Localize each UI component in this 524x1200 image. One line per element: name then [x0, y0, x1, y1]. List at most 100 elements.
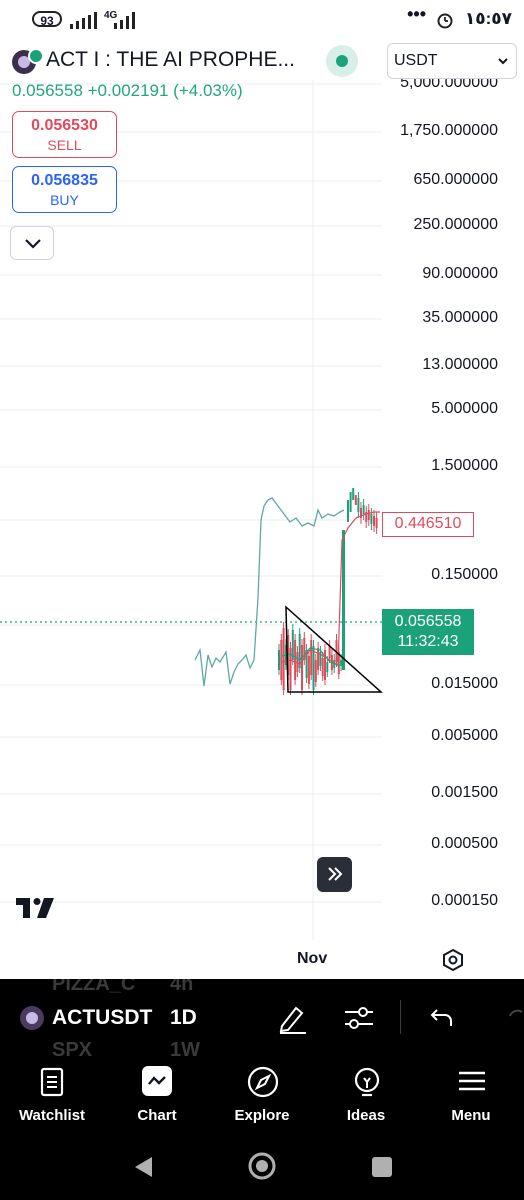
symbol-picker[interactable]: ACTUSDT — [52, 1006, 153, 1029]
interval-picker[interactable]: 1D — [170, 1006, 197, 1029]
candle-body — [347, 500, 349, 522]
price-change: 0.056558 +0.002191 (+4.03%) — [12, 81, 243, 100]
bottom-nav: Watchlist Chart Explore Ideas Menu — [0, 1057, 524, 1135]
y-axis-tick-label: 0.000500 — [431, 835, 498, 852]
candle-body — [375, 518, 378, 528]
candle-body — [357, 498, 360, 512]
scroll-to-realtime-button[interactable] — [317, 857, 352, 892]
ghost-interval-top: 4h — [170, 979, 194, 995]
y-axis-tick-label: 0.015000 — [431, 675, 498, 692]
redo-icon[interactable] — [500, 1006, 524, 1030]
candle-body — [321, 658, 324, 676]
system-nav-bar — [0, 1135, 524, 1200]
candle-body — [282, 628, 285, 690]
last-price-value: 0.056558 — [394, 613, 462, 630]
nav-label: Menu — [451, 1107, 491, 1124]
triangle-drawing — [285, 605, 383, 693]
candle-body — [289, 648, 292, 690]
chart-toolbar: PIZZA_C 4h SPX 1W — [0, 979, 524, 1057]
signal-icon — [70, 12, 135, 29]
market-status-indicator[interactable] — [326, 45, 358, 77]
compass-icon — [247, 1066, 279, 1098]
candle-body — [342, 530, 345, 670]
buy-button[interactable]: 0.056835 BUY — [12, 166, 117, 213]
y-axis-tick-label: 1,750.000000 — [400, 122, 498, 139]
candle-body — [337, 652, 340, 674]
moving-average-line — [281, 647, 341, 667]
candle-body — [354, 495, 357, 505]
lightbulb-icon — [354, 1067, 380, 1097]
candle-body — [310, 640, 313, 675]
candle-body — [349, 492, 352, 512]
price-chart[interactable] — [0, 0, 524, 980]
y-axis-tick-label: 5.000000 — [431, 400, 498, 417]
sell-label: SELL — [47, 137, 82, 153]
currency-value: USDT — [394, 52, 438, 69]
sell-button[interactable]: 0.056530 SELL — [12, 111, 117, 158]
candle-body — [373, 516, 375, 526]
sell-price: 0.056530 — [31, 117, 98, 134]
undo-icon[interactable] — [429, 1006, 455, 1030]
y-axis-tick-label: 90.000000 — [422, 265, 498, 282]
chevron-down-icon — [498, 58, 508, 65]
comparison-series-line — [194, 497, 345, 687]
status-bar: 93 4G ••• ١٥:٥٧ — [0, 0, 524, 38]
battery-icon: 93 — [32, 11, 62, 28]
candle-body — [319, 652, 322, 666]
y-axis-tick-label: 0.005000 — [431, 727, 498, 744]
nav-label: Watchlist — [18, 1107, 86, 1124]
candle-body — [303, 638, 306, 660]
back-icon[interactable] — [132, 1155, 154, 1179]
candle-body — [278, 650, 280, 670]
candle-body — [307, 656, 310, 684]
nav-label: Explore — [234, 1107, 290, 1124]
compare-price-tag: 0.446510 — [382, 512, 474, 537]
bar-countdown: 11:32:43 — [397, 633, 459, 650]
watchlist-icon — [40, 1067, 64, 1097]
candle-body — [291, 630, 294, 660]
symbol-avatar — [20, 1006, 44, 1030]
home-icon[interactable] — [247, 1151, 277, 1181]
candle-body — [294, 640, 297, 680]
candle-body — [314, 660, 317, 682]
recents-icon[interactable] — [371, 1156, 393, 1178]
expand-legend-button[interactable] — [10, 226, 54, 260]
candle-body — [301, 645, 303, 690]
buy-label: BUY — [50, 192, 79, 208]
nav-label: Chart — [137, 1107, 177, 1124]
candle-body — [296, 652, 299, 672]
ghost-interval-bottom: 1W — [170, 1039, 200, 1057]
exchange-badge-icon — [28, 48, 44, 64]
ghost-symbol-top: PIZZA_C — [52, 979, 136, 995]
moving-average-line — [281, 511, 380, 667]
candle-body — [298, 634, 301, 668]
candle-body — [340, 660, 343, 666]
candle-body — [352, 488, 355, 500]
y-axis-tick-label: 35.000000 — [422, 309, 498, 326]
toolbar-divider — [400, 1000, 401, 1034]
candle-body — [280, 640, 283, 680]
symbol-title[interactable]: ACT I : THE AI PROPHE... — [46, 48, 295, 71]
network-type: 4G — [104, 10, 118, 21]
tradingview-logo — [16, 898, 54, 918]
indicators-icon[interactable] — [343, 1003, 375, 1033]
menu-icon — [459, 1071, 485, 1091]
drawing-tools-icon[interactable] — [276, 1002, 308, 1034]
x-axis-label: Nov — [297, 950, 328, 967]
candle-body — [360, 508, 362, 518]
nav-menu[interactable]: Menu — [419, 1057, 523, 1135]
chart-settings-icon[interactable] — [441, 948, 465, 972]
candle-body — [370, 514, 373, 524]
nav-watchlist[interactable]: Watchlist — [0, 1057, 104, 1135]
candle-body — [328, 646, 331, 658]
nav-explore[interactable]: Explore — [210, 1057, 314, 1135]
nav-ideas[interactable]: Ideas — [314, 1057, 418, 1135]
alarm-icon — [437, 13, 453, 29]
currency-select[interactable]: USDT — [387, 43, 517, 79]
last-price-tag: 0.056558 11:32:43 — [382, 609, 474, 655]
candle-body — [362, 505, 365, 514]
candle-body — [365, 512, 368, 522]
y-axis-tick-label: 0.001500 — [431, 784, 498, 801]
nav-chart[interactable]: Chart — [105, 1057, 209, 1135]
y-axis-tick-label: 250.000000 — [413, 216, 498, 233]
